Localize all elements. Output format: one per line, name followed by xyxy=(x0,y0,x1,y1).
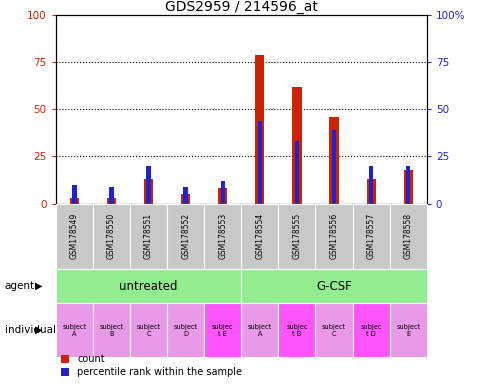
Text: subject
E: subject E xyxy=(395,324,420,337)
Bar xyxy=(204,204,241,269)
Bar xyxy=(130,204,166,269)
Text: GSM178558: GSM178558 xyxy=(403,213,412,259)
Bar xyxy=(144,179,153,204)
Bar xyxy=(294,141,299,204)
Bar xyxy=(389,303,426,357)
Text: G-CSF: G-CSF xyxy=(316,280,351,293)
Bar xyxy=(257,121,261,204)
Bar xyxy=(352,303,389,357)
Bar xyxy=(218,189,227,204)
Bar xyxy=(72,185,76,204)
Bar xyxy=(389,204,426,269)
Bar xyxy=(70,198,79,204)
Text: subjec
t B: subjec t B xyxy=(286,324,307,337)
Bar xyxy=(204,303,241,357)
Bar xyxy=(130,303,166,357)
Text: GSM178554: GSM178554 xyxy=(255,213,264,259)
Text: subject
C: subject C xyxy=(321,324,346,337)
Text: subjec
t D: subjec t D xyxy=(360,324,381,337)
Text: subjec
t E: subjec t E xyxy=(212,324,233,337)
Text: GSM178551: GSM178551 xyxy=(144,213,153,259)
Bar xyxy=(241,269,426,303)
Bar xyxy=(241,303,278,357)
Bar xyxy=(329,117,338,204)
Bar xyxy=(368,166,373,204)
Bar xyxy=(278,204,315,269)
Text: GSM178549: GSM178549 xyxy=(70,213,79,259)
Bar xyxy=(106,198,116,204)
Bar xyxy=(93,204,130,269)
Text: subject
A: subject A xyxy=(62,324,86,337)
Bar xyxy=(405,166,409,204)
Text: subject
A: subject A xyxy=(247,324,272,337)
Bar xyxy=(166,204,204,269)
Text: GSM178553: GSM178553 xyxy=(218,213,227,259)
Bar xyxy=(109,187,113,204)
Bar xyxy=(56,303,93,357)
Text: GSM178552: GSM178552 xyxy=(181,213,190,259)
Text: GSM178557: GSM178557 xyxy=(366,213,375,259)
Bar xyxy=(56,204,93,269)
Bar xyxy=(181,194,190,204)
Text: ▶: ▶ xyxy=(35,281,42,291)
Bar xyxy=(166,303,204,357)
Bar xyxy=(183,187,187,204)
Bar xyxy=(278,303,315,357)
Text: GSM178556: GSM178556 xyxy=(329,213,338,259)
Bar xyxy=(255,55,264,204)
Bar xyxy=(292,87,301,204)
Text: ▶: ▶ xyxy=(35,325,42,335)
Text: untreated: untreated xyxy=(119,280,178,293)
Bar xyxy=(56,269,241,303)
Bar xyxy=(366,179,375,204)
Text: subject
B: subject B xyxy=(99,324,123,337)
Bar xyxy=(331,130,335,204)
Bar xyxy=(146,166,151,204)
Text: GSM178555: GSM178555 xyxy=(292,213,301,259)
Bar xyxy=(403,170,412,204)
Title: GDS2959 / 214596_at: GDS2959 / 214596_at xyxy=(165,0,317,14)
Legend: count, percentile rank within the sample: count, percentile rank within the sample xyxy=(60,354,242,377)
Text: subject
D: subject D xyxy=(173,324,197,337)
Text: individual: individual xyxy=(5,325,56,335)
Text: subject
C: subject C xyxy=(136,324,160,337)
Text: agent: agent xyxy=(5,281,35,291)
Bar xyxy=(315,204,352,269)
Bar xyxy=(93,303,130,357)
Bar xyxy=(352,204,389,269)
Bar xyxy=(315,303,352,357)
Text: GSM178550: GSM178550 xyxy=(106,213,116,259)
Bar xyxy=(220,181,225,204)
Bar xyxy=(241,204,278,269)
